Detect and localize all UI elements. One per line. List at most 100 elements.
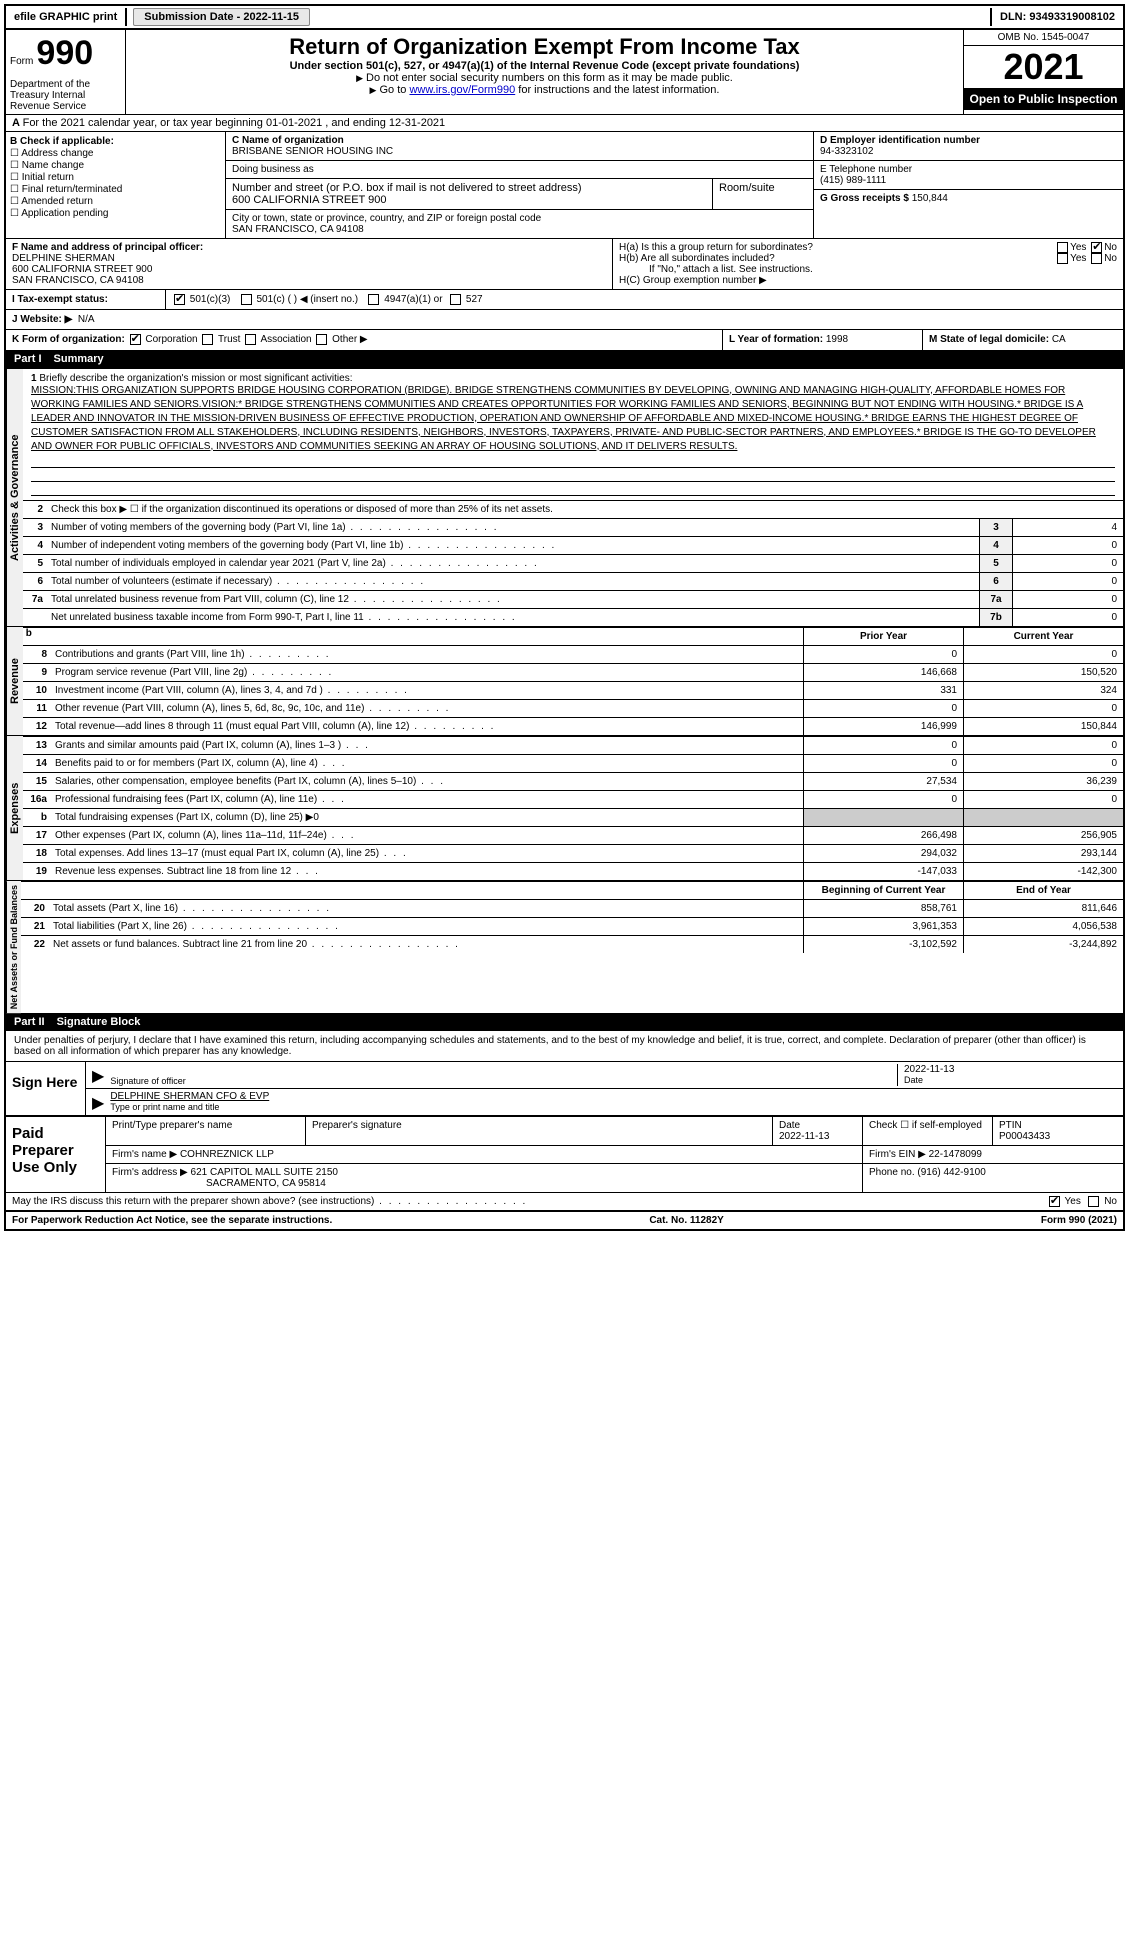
revenue-row: 10 Investment income (Part VIII, column … <box>23 681 1123 699</box>
form-number-block: Form 990 <box>6 30 126 77</box>
activities-row: 3 Number of voting members of the govern… <box>23 518 1123 536</box>
expenses-row: 16a Professional fundraising fees (Part … <box>23 790 1123 808</box>
ha-no-checkbox[interactable] <box>1091 242 1102 253</box>
submission-value: 2022-11-15 <box>243 11 299 23</box>
irs-link[interactable]: www.irs.gov/Form990 <box>409 84 515 96</box>
preparer-block: Paid Preparer Use Only Print/Type prepar… <box>6 1115 1123 1192</box>
topbar: efile GRAPHIC print Submission Date - 20… <box>6 6 1123 30</box>
form-title: Return of Organization Exempt From Incom… <box>134 34 955 60</box>
year-block: OMB No. 1545-0047 2021 Open to Public In… <box>963 30 1123 114</box>
revenue-row: 8 Contributions and grants (Part VIII, l… <box>23 645 1123 663</box>
officer-name: DELPHINE SHERMAN <box>12 253 115 264</box>
chk-association[interactable] <box>245 334 256 345</box>
street-label: Number and street (or P.O. box if mail i… <box>232 182 582 194</box>
section-a-text: For the 2021 calendar year, or tax year … <box>23 117 446 129</box>
paperwork-notice: For Paperwork Reduction Act Notice, see … <box>12 1215 332 1226</box>
part2-label: Part II <box>14 1016 45 1028</box>
part2-header: Part II Signature Block <box>6 1013 1123 1031</box>
row-box: 4 <box>979 537 1013 554</box>
chk-501c[interactable] <box>241 294 252 305</box>
phone-cell: E Telephone number (415) 989-1111 <box>814 161 1123 190</box>
chk-application-pending[interactable]: ☐ Application pending <box>10 208 221 219</box>
row-label: Total revenue—add lines 8 through 11 (mu… <box>51 718 803 735</box>
sign-here-block: Sign Here ▶ Signature of officer 2022-11… <box>6 1061 1123 1115</box>
hb-yes-checkbox[interactable] <box>1057 253 1068 264</box>
chk-amended[interactable]: ☐ Amended return <box>10 196 221 207</box>
ha-yes-checkbox[interactable] <box>1057 242 1068 253</box>
blank-line <box>31 468 1115 482</box>
note-link-pre: Go to <box>370 84 410 96</box>
netassets-section: Net Assets or Fund Balances Beginning of… <box>6 880 1123 1013</box>
suite-cell: Room/suite <box>713 179 813 209</box>
chk-address-change[interactable]: ☐ Address change <box>10 148 221 159</box>
firm-name-cell: Firm's name ▶ COHNREZNICK LLP <box>106 1146 863 1163</box>
discuss-yes-checkbox[interactable] <box>1049 1196 1060 1207</box>
row-num: 13 <box>23 737 51 754</box>
line2: 2 Check this box ▶ ☐ if the organization… <box>23 500 1123 518</box>
signature-line: ▶ Signature of officer 2022-11-13 Date <box>86 1062 1123 1089</box>
row-num: 17 <box>23 827 51 844</box>
hb-note: If "No," attach a list. See instructions… <box>619 264 1117 275</box>
section-k: K Form of organization: Corporation Trus… <box>6 330 723 349</box>
end-value: 4,056,538 <box>963 918 1123 935</box>
chk-527[interactable] <box>450 294 461 305</box>
hb-no-checkbox[interactable] <box>1091 253 1102 264</box>
section-k-label: K Form of organization: <box>12 335 125 346</box>
row-num: 5 <box>23 555 47 572</box>
prep-date: 2022-11-13 <box>779 1131 829 1142</box>
phone-label: E Telephone number <box>820 164 912 175</box>
address-row: Number and street (or P.O. box if mail i… <box>226 179 813 209</box>
activities-row: 6 Total number of volunteers (estimate i… <box>23 572 1123 590</box>
chk-trust[interactable] <box>202 334 213 345</box>
revenue-row: 12 Total revenue—add lines 8 through 11 … <box>23 717 1123 735</box>
row-value: 0 <box>1013 573 1123 590</box>
row-label: Grants and similar amounts paid (Part IX… <box>51 737 803 754</box>
row-label: Net unrelated business taxable income fr… <box>47 609 979 626</box>
tax-status-options: 501(c)(3) 501(c) ( ) ◀ (insert no.) 4947… <box>166 290 489 309</box>
row-label: Professional fundraising fees (Part IX, … <box>51 791 803 808</box>
arrow-icon: ▶ <box>92 1093 104 1113</box>
discuss-no-checkbox[interactable] <box>1088 1196 1099 1207</box>
prep-sig-label: Preparer's signature <box>306 1117 773 1145</box>
hb-label: H(b) Are all subordinates included? <box>619 253 775 264</box>
row-value: 0 <box>1013 591 1123 608</box>
state-domicile: CA <box>1052 334 1066 345</box>
city-value: SAN FRANCISCO, CA 94108 <box>232 224 364 235</box>
ein-cell: D Employer identification number 94-3323… <box>814 132 1123 161</box>
expenses-row: 15 Salaries, other compensation, employe… <box>23 772 1123 790</box>
form-number: 990 <box>36 34 93 72</box>
ein-value: 94-3323102 <box>820 146 873 157</box>
discuss-row: May the IRS discuss this return with the… <box>6 1192 1123 1210</box>
chk-501c3[interactable] <box>174 294 185 305</box>
prep-date-label: Date <box>779 1120 800 1131</box>
section-l: L Year of formation: 1998 <box>723 330 923 349</box>
row-num: 11 <box>23 700 51 717</box>
beginning-value: -3,102,592 <box>803 936 963 953</box>
chk-initial-return[interactable]: ☐ Initial return <box>10 172 221 183</box>
gross-value: 150,844 <box>912 193 948 204</box>
row-label: Salaries, other compensation, employee b… <box>51 773 803 790</box>
prior-value: 0 <box>803 791 963 808</box>
mission-box: 1 Briefly describe the organization's mi… <box>23 369 1123 500</box>
prior-value: 331 <box>803 682 963 699</box>
chk-name-change[interactable]: ☐ Name change <box>10 160 221 171</box>
signer-block: DELPHINE SHERMAN CFO & EVP Type or print… <box>110 1091 1117 1113</box>
discuss-label: May the IRS discuss this return with the… <box>12 1196 527 1207</box>
row-num: 20 <box>21 900 49 917</box>
chk-4947[interactable] <box>368 294 379 305</box>
section-j: J Website: ▶ N/A <box>6 309 1123 329</box>
section-i: I Tax-exempt status: 501(c)(3) 501(c) ( … <box>6 289 1123 309</box>
row-num: 8 <box>23 646 51 663</box>
cat-number: Cat. No. 11282Y <box>649 1215 723 1226</box>
discuss-options: Yes No <box>1047 1196 1117 1207</box>
revenue-head: b Prior Year Current Year <box>23 627 1123 645</box>
firm-phone: (916) 442-9100 <box>917 1167 985 1178</box>
row-label: Total liabilities (Part X, line 26) <box>49 918 803 935</box>
current-value: 0 <box>963 755 1123 772</box>
part1-header: Part I Summary <box>6 350 1123 368</box>
chk-corporation[interactable] <box>130 334 141 345</box>
dba-cell: Doing business as <box>226 161 813 179</box>
chk-other[interactable] <box>316 334 327 345</box>
chk-final-return[interactable]: ☐ Final return/terminated <box>10 184 221 195</box>
ptin-cell: PTIN P00043433 <box>993 1117 1123 1145</box>
